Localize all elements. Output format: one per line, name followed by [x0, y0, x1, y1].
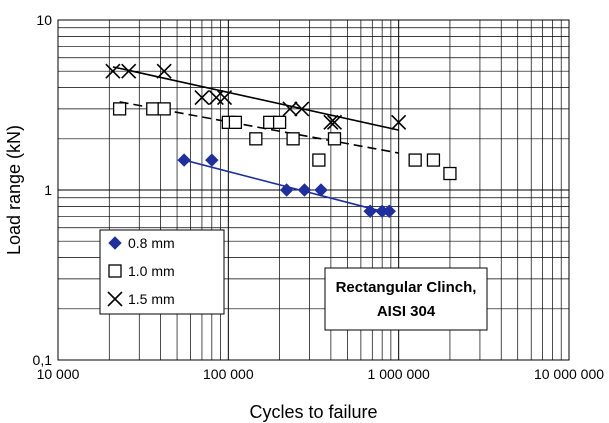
- data-point-series-2-stroke: [105, 63, 121, 79]
- x-tick-label: 100 000: [203, 366, 254, 382]
- data-point-series-2: [216, 89, 233, 106]
- data-point-series-1: [157, 102, 171, 116]
- data-point-series-2-stroke: [156, 63, 172, 79]
- data-point-series-1: [426, 153, 441, 167]
- x-axis-title: Cycles to failure: [249, 402, 377, 422]
- data-point-series-0: [363, 204, 377, 218]
- legend-label-1-5mm: 1.5 mm: [128, 291, 175, 307]
- data-point-series-1: [112, 102, 127, 116]
- data-point-series-0: [177, 153, 191, 167]
- data-point-series-2-stroke: [326, 114, 343, 130]
- y-tick-label: 10: [36, 12, 52, 28]
- data-point-series-2: [391, 114, 407, 130]
- data-point-series-2-stroke: [194, 89, 210, 106]
- legend-markers: [107, 236, 123, 307]
- y-tick-label: 0,1: [33, 352, 53, 368]
- annotation-line-1: Rectangular Clinch,: [336, 279, 477, 296]
- legend-marker-series-1: [108, 264, 122, 278]
- data-point-series-1: [327, 132, 342, 146]
- trendline-series-2: [112, 66, 399, 131]
- data-point-series-1: [312, 153, 326, 167]
- annotation-line-2: AISI 304: [377, 303, 436, 320]
- data-point-series-2: [323, 114, 339, 130]
- data-point-series-2: [294, 101, 310, 117]
- legend: 0.8 mm 1.0 mm 1.5 mm: [99, 229, 225, 315]
- tick-labels: 10 000 100 000 1 000 000 10 000 000 0,1 1 10: [33, 12, 605, 382]
- data-point-series-2: [105, 63, 121, 79]
- data-point-series-2-stroke: [121, 63, 137, 79]
- data-point-series-2-stroke: [216, 89, 233, 106]
- data-point-series-1: [443, 166, 457, 181]
- data-point-series-0: [205, 153, 219, 167]
- x-tick-label: 1 000 000: [368, 366, 430, 382]
- legend-marker-series-2: [107, 291, 123, 307]
- data-point-series-0: [279, 183, 294, 197]
- plot-frame: [57, 19, 570, 361]
- data-point-series-2-stroke: [391, 114, 407, 130]
- data-markers: [105, 63, 457, 218]
- data-point-series-1: [408, 153, 422, 167]
- y-tick-label: 1: [44, 182, 52, 198]
- y-axis-title: Load range (kN): [4, 125, 24, 255]
- data-point-series-2: [282, 101, 298, 117]
- data-point-series-2-stroke: [294, 101, 310, 117]
- data-point-series-2: [194, 89, 210, 106]
- data-point-series-2: [156, 63, 172, 79]
- annotation-background: [324, 267, 488, 331]
- data-point-series-2-stroke: [282, 101, 298, 117]
- data-point-series-1: [249, 132, 263, 146]
- data-point-series-2: [121, 63, 137, 79]
- data-point-series-0: [382, 204, 396, 218]
- legend-label-0-8mm: 0.8 mm: [128, 235, 175, 251]
- legend-marker-series-0: [108, 236, 122, 250]
- annotation-box: Rectangular Clinch, AISI 304: [324, 267, 488, 331]
- x-tick-label: 10 000: [37, 366, 80, 382]
- data-point-series-1: [146, 102, 160, 116]
- data-point-series-1: [228, 115, 243, 130]
- data-point-series-2: [326, 114, 343, 130]
- data-point-series-2-stroke: [323, 114, 339, 130]
- legend-label-1-0mm: 1.0 mm: [128, 263, 175, 279]
- legend-marker-series-2-stroke: [107, 291, 123, 307]
- data-point-series-0: [314, 183, 328, 197]
- data-point-series-1: [272, 115, 287, 130]
- data-point-series-0: [297, 183, 312, 197]
- data-point-series-1: [286, 132, 300, 146]
- x-tick-label: 10 000 000: [534, 366, 604, 382]
